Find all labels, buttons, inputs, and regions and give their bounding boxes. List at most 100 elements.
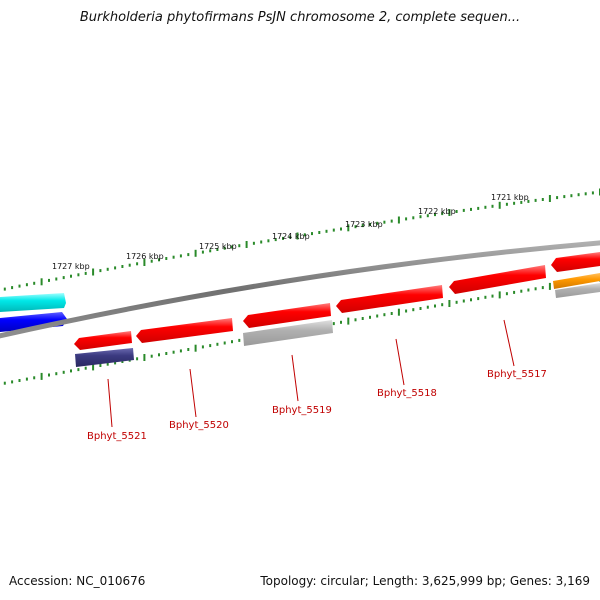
outer-scale-tick (570, 194, 573, 198)
inner-scale-tick (179, 349, 182, 353)
inner-scale-tick (209, 344, 212, 348)
outer-scale-tick (77, 273, 80, 277)
inner-scale-tick (347, 317, 350, 325)
gene-bphyt-5521[interactable] (74, 331, 132, 350)
outer-scale-tick (245, 241, 248, 248)
gene-label-bphyt-5519: Bphyt_5519 (272, 405, 332, 416)
outer-scale-tick (62, 276, 65, 280)
label-line-5520 (189, 368, 197, 418)
outer-scale-tick (143, 259, 146, 266)
outer-scale-tick (477, 206, 480, 210)
gene-cyan[interactable] (0, 293, 66, 312)
inner-scale-tick (462, 299, 465, 303)
outer-scale-tick (201, 250, 204, 254)
inner-scale-tick (25, 377, 28, 381)
inner-scale-tick (491, 294, 494, 298)
outer-scale-tick (303, 233, 306, 237)
inner-scale-tick (231, 340, 233, 344)
inner-scale-tick (201, 345, 204, 349)
inner-scale-tick (194, 344, 197, 352)
inner-scale-tick (412, 308, 415, 312)
outer-scale-tick (70, 274, 72, 278)
outer-scale-tick (419, 215, 422, 219)
outer-scale-tick (484, 205, 487, 209)
inner-scale-tick (187, 348, 190, 351)
gene-label-bphyt-5517: Bphyt_5517 (487, 369, 547, 380)
inner-scale-tick (33, 376, 36, 380)
outer-scale-tick (462, 208, 465, 212)
label-line-5521 (107, 378, 113, 428)
outer-scale-tick (150, 259, 153, 263)
kbp-label-1726: 1726 kbp (126, 252, 164, 261)
gene-red-right-edge[interactable] (551, 252, 600, 272)
outer-scale-tick (209, 249, 212, 253)
outer-scale-tick (238, 244, 241, 248)
gene-bphyt-5519[interactable] (243, 303, 331, 328)
inner-scale-tick (513, 290, 516, 294)
outer-scale-tick (470, 207, 472, 211)
outer-scale-tick (33, 281, 36, 285)
inner-scale-tick (62, 370, 65, 374)
inner-scale-tick (55, 372, 58, 376)
outer-scale-tick (267, 239, 270, 243)
inner-scale-tick (405, 309, 408, 313)
inner-scale-tick (498, 291, 501, 299)
chromosome-backbone (0, 240, 600, 339)
outer-scale-tick (55, 277, 58, 281)
outer-scale-tick (361, 224, 364, 228)
outer-scale-tick (289, 235, 292, 239)
outer-scale-tick (354, 225, 357, 229)
outer-scale-tick (106, 267, 109, 271)
outer-scale-tick (584, 192, 587, 196)
outer-scale-tick (347, 224, 350, 232)
gene-gray-right-edge[interactable] (555, 283, 600, 298)
kbp-label-1722: 1722 kbp (418, 207, 456, 216)
gene-navy[interactable] (75, 348, 134, 367)
inner-scale-tick (158, 353, 160, 357)
outer-scale-tick (99, 269, 102, 273)
inner-scale-tick (223, 341, 226, 345)
inner-scale-tick (527, 288, 530, 292)
inner-scale-tick (106, 362, 109, 366)
outer-scale-tick (252, 241, 255, 245)
gene-bphyt-5520[interactable] (136, 318, 233, 343)
outer-scale-tick (577, 193, 580, 197)
inner-scale-tick (150, 354, 153, 358)
label-line-5518 (395, 338, 405, 386)
outer-scale-tick (40, 278, 43, 286)
outer-scale-tick (534, 198, 537, 202)
inner-scale-tick (340, 320, 342, 324)
outer-scale-tick (376, 221, 379, 225)
outer-scale-tick (505, 202, 508, 206)
inner-scale-tick (448, 300, 451, 307)
outer-scale-tick (548, 195, 551, 202)
inner-scale-tick (84, 366, 87, 370)
inner-scale-tick (143, 354, 146, 361)
outer-scale-tick (491, 204, 494, 208)
outer-scale-tick (260, 240, 263, 244)
outer-scale-tick (527, 199, 530, 203)
gene-label-bphyt-5518: Bphyt_5518 (377, 388, 437, 399)
outer-scale-tick (25, 283, 28, 287)
kbp-label-1723: 1723 kbp (345, 220, 383, 229)
outer-scale-tick (114, 266, 117, 270)
outer-scale-tick (498, 201, 501, 209)
inner-scale-tick (455, 300, 458, 304)
accession-label: Accession: NC_010676 (9, 574, 146, 588)
outer-scale-tick (194, 249, 197, 257)
outer-scale-tick (369, 222, 371, 226)
outer-scale-tick (179, 254, 182, 258)
outer-scale-tick (325, 229, 328, 233)
gene-bphyt-5518[interactable] (336, 285, 443, 313)
inner-scale-tick (70, 369, 72, 373)
inner-scale-tick (541, 286, 544, 290)
gene-bphyt-5517[interactable] (449, 265, 546, 294)
inner-scale-tick (419, 307, 422, 310)
gene-gray[interactable] (243, 320, 333, 346)
outer-scale-tick (434, 213, 436, 217)
outer-scale-tick (448, 209, 451, 216)
inner-scale-tick (397, 308, 400, 316)
inner-scale-tick (11, 380, 14, 384)
gene-orange[interactable] (553, 273, 600, 289)
outer-scale-tick (296, 232, 299, 240)
